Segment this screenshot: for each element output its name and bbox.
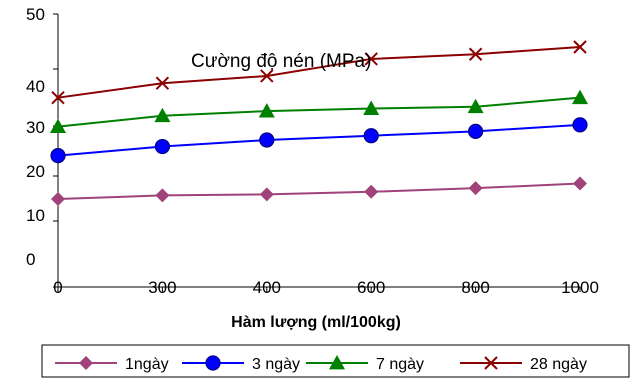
circle-marker	[154, 138, 170, 155]
legend-item: 3 ngày	[182, 355, 300, 373]
x-marker	[468, 47, 483, 61]
x-tick-label: 800	[461, 278, 489, 297]
series-line	[57, 96, 581, 128]
y-tick-label: 50	[26, 5, 45, 24]
circle-marker	[205, 355, 221, 371]
x-marker	[260, 69, 274, 83]
x-tick-label: 0	[53, 278, 62, 297]
x-marker	[484, 356, 498, 370]
triangle-marker	[258, 103, 275, 118]
series-1	[51, 176, 587, 207]
y-tick-label: 30	[26, 118, 45, 137]
series-3	[50, 89, 588, 134]
x-marker	[155, 76, 170, 90]
diamond-marker	[259, 187, 274, 202]
legend-label: 28 ngày	[530, 356, 587, 373]
circle-marker	[259, 132, 275, 148]
diamond-marker	[155, 188, 170, 203]
chart-title: Cường độ nén (MPa)	[191, 51, 371, 72]
legend-item: 1ngày	[55, 356, 169, 373]
y-tick-label: 10	[26, 206, 45, 225]
circle-marker	[363, 128, 379, 144]
x-tick-label: 400	[253, 278, 281, 297]
y-tick-label: 0	[26, 250, 35, 269]
y-tick-label: 20	[26, 162, 45, 181]
triangle-marker	[467, 98, 484, 114]
triangle-marker	[329, 355, 345, 370]
triangle-marker	[572, 89, 588, 105]
series-line	[57, 46, 581, 99]
diamond-marker	[468, 181, 483, 196]
series-line	[57, 123, 581, 157]
legend-item: 7 ngày	[306, 355, 424, 373]
legend-item: 28 ngày	[460, 356, 587, 373]
legend-label: 7 ngày	[376, 356, 424, 373]
x-tick-label: 300	[148, 278, 176, 297]
x-tick-label: 1000	[561, 278, 599, 297]
x-marker	[364, 52, 378, 66]
triangle-marker	[363, 100, 380, 115]
x-axis-title: Hàm lượng (ml/100kg)	[231, 314, 401, 331]
diamond-marker	[573, 176, 587, 191]
legend-label: 3 ngày	[252, 356, 300, 373]
circle-marker	[50, 148, 66, 164]
diamond-marker	[364, 184, 379, 199]
x-marker	[573, 40, 587, 54]
diamond-marker	[51, 192, 65, 207]
series-4	[51, 40, 587, 105]
series-2	[50, 117, 588, 164]
legend: 1ngày 3 ngày 7 ngày 28 ngày	[41, 344, 630, 378]
y-tick-label: 40	[26, 77, 45, 96]
triangle-marker	[154, 107, 171, 123]
circle-marker	[572, 117, 588, 133]
x-marker	[51, 90, 65, 105]
diamond-marker	[79, 356, 93, 370]
x-tick-label: 600	[357, 278, 385, 297]
triangle-marker	[50, 118, 66, 134]
series-line	[57, 182, 581, 201]
circle-marker	[468, 123, 484, 139]
legend-label: 1ngày	[125, 356, 169, 373]
